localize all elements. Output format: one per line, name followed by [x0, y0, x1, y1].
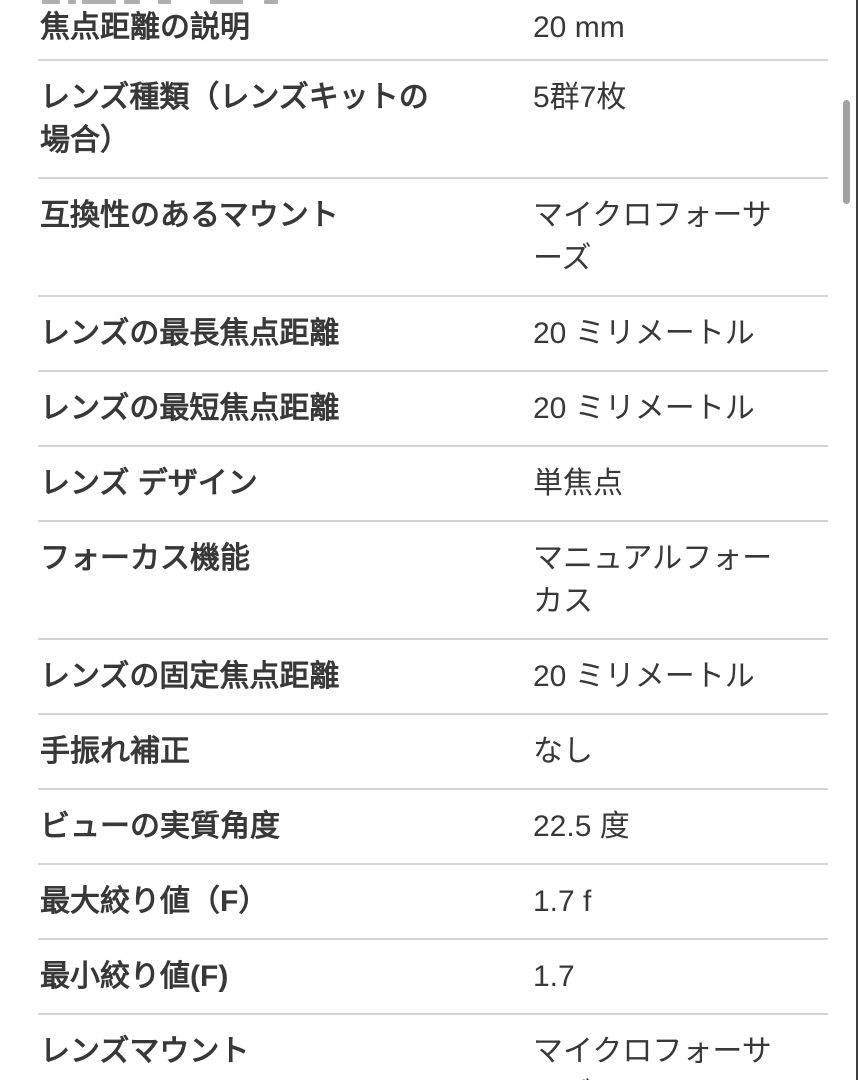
spec-label: レンズ デザイン — [40, 467, 258, 500]
spec-row: レンズマウント マイクロフォーサーズ — [0, 1015, 858, 1080]
spec-row: フォーカス機能 マニュアルフォーカス — [0, 522, 858, 638]
spec-value: 20 ミリメートル — [533, 392, 755, 425]
spec-label: 最小絞り値(F) — [40, 960, 229, 993]
spec-label: 互換性のあるマウント — [40, 199, 339, 232]
spec-row: 最大絞り値（F） 1.7 f — [0, 865, 858, 938]
scrollbar-thumb[interactable] — [843, 100, 850, 204]
spec-value: 5群7枚 — [533, 81, 627, 114]
spec-row: レンズの最短焦点距離 20 ミリメートル — [0, 372, 858, 445]
spec-value: 22.5 度 — [533, 810, 630, 843]
spec-label: 焦点距離の説明 — [40, 11, 250, 44]
spec-label: 最大絞り値（F） — [40, 885, 269, 918]
row-divider — [38, 520, 828, 522]
spec-label: レンズ種類（レンズキットの場合） — [40, 81, 429, 157]
row-divider — [38, 938, 828, 940]
row-divider — [38, 445, 828, 447]
spec-label: ビューの実質角度 — [40, 810, 280, 843]
spec-value: 20 mm — [533, 11, 625, 44]
spec-row: ビューの実質角度 22.5 度 — [0, 790, 858, 863]
row-divider — [38, 59, 828, 61]
spec-value: 20 ミリメートル — [533, 660, 755, 693]
spec-row: 互換性のあるマウント マイクロフォーサーズ — [0, 179, 858, 295]
spec-value: マニュアルフォーカス — [533, 542, 773, 618]
row-divider — [38, 713, 828, 715]
spec-row: 焦点距離の説明 20 mm — [0, 0, 858, 59]
row-divider — [38, 1013, 828, 1015]
spec-value: 20 ミリメートル — [533, 317, 755, 350]
screen-edge-line — [856, 0, 858, 1080]
spec-row: 手振れ補正 なし — [0, 715, 858, 788]
spec-label: レンズの最短焦点距離 — [40, 392, 340, 425]
row-divider — [38, 788, 828, 790]
spec-label: レンズの固定焦点距離 — [40, 660, 340, 693]
row-divider — [38, 638, 828, 640]
row-divider — [38, 295, 828, 297]
cropped-row-remnant — [0, 0, 858, 6]
spec-value: 1.7 f — [533, 885, 592, 918]
row-divider — [38, 370, 828, 372]
spec-value: マイクロフォーサーズ — [533, 199, 772, 275]
spec-row: レンズの最長焦点距離 20 ミリメートル — [0, 297, 858, 370]
spec-row: レンズの固定焦点距離 20 ミリメートル — [0, 640, 858, 713]
spec-value: マイクロフォーサーズ — [533, 1035, 772, 1080]
spec-label: レンズの最長焦点距離 — [40, 317, 340, 350]
spec-label: レンズマウント — [40, 1035, 250, 1068]
row-divider — [38, 177, 828, 179]
spec-label: 手振れ補正 — [40, 735, 190, 768]
spec-label: フォーカス機能 — [40, 542, 250, 575]
spec-row: 最小絞り値(F) 1.7 — [0, 940, 858, 1013]
spec-value: 1.7 — [533, 960, 575, 993]
spec-value: 単焦点 — [533, 467, 623, 500]
spec-row: レンズ種類（レンズキットの場合） 5群7枚 — [0, 61, 858, 177]
row-divider — [38, 863, 828, 865]
spec-value: なし — [533, 735, 593, 768]
spec-row: レンズ デザイン 単焦点 — [0, 447, 858, 520]
